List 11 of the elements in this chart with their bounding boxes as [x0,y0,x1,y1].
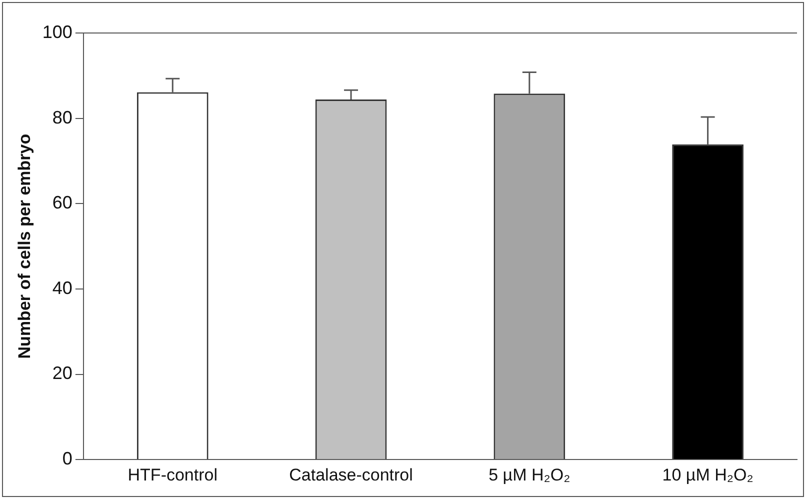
y-tick-label: 0 [62,448,72,469]
y-tick-label: 100 [42,22,72,42]
x-tick-label: 5 µM H₂O₂ [488,465,570,484]
y-tick-label: 80 [52,107,72,128]
y-tick-label: 20 [52,363,72,384]
x-tick-label: 10 µM H₂O₂ [662,465,754,484]
x-tick-label: HTF-control [128,465,218,484]
x-tick-label: Catalase-control [289,465,413,484]
y-axis-title: Number of cells per embryo [14,134,34,359]
y-tick-label: 60 [52,192,72,213]
y-tick-label: 40 [52,278,72,298]
